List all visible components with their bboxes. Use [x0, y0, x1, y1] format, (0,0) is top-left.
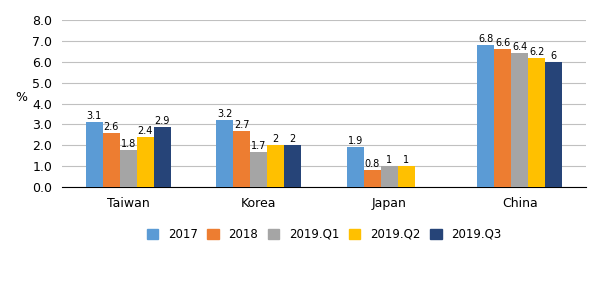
Text: 1.8: 1.8	[120, 139, 136, 148]
Bar	[136, 137, 153, 187]
Text: 1.9: 1.9	[347, 136, 363, 146]
Legend: 2017, 2018, 2019.Q1, 2019.Q2, 2019.Q3: 2017, 2018, 2019.Q1, 2019.Q2, 2019.Q3	[142, 223, 506, 246]
Text: 6.2: 6.2	[529, 47, 545, 57]
Bar	[250, 152, 267, 187]
Y-axis label: %: %	[15, 91, 27, 104]
Text: 2: 2	[290, 134, 296, 144]
Text: 2.9: 2.9	[154, 116, 169, 126]
Text: 6.4: 6.4	[512, 42, 527, 53]
Bar	[103, 133, 120, 187]
Text: 0.8: 0.8	[365, 159, 380, 169]
Text: 2.4: 2.4	[138, 126, 153, 136]
Bar	[120, 150, 136, 187]
Text: 3.2: 3.2	[217, 109, 233, 119]
Text: 6.6: 6.6	[495, 38, 510, 48]
Text: 6.8: 6.8	[478, 34, 493, 44]
Text: 3.1: 3.1	[87, 111, 102, 121]
Text: 2.6: 2.6	[103, 122, 119, 132]
Text: 2: 2	[272, 134, 279, 144]
Text: 1: 1	[403, 155, 409, 165]
Text: 6: 6	[551, 51, 557, 61]
Bar	[347, 148, 364, 187]
Bar	[216, 120, 233, 187]
Bar	[545, 62, 562, 187]
Bar	[267, 145, 284, 187]
Bar	[477, 45, 494, 187]
Bar	[86, 122, 103, 187]
Bar	[364, 171, 380, 187]
Bar	[233, 131, 250, 187]
Bar	[380, 166, 398, 187]
Text: 1: 1	[386, 155, 392, 165]
Bar	[494, 49, 511, 187]
Bar	[398, 166, 415, 187]
Text: 2.7: 2.7	[234, 120, 249, 130]
Bar	[528, 58, 545, 187]
Bar	[511, 53, 528, 187]
Bar	[153, 127, 171, 187]
Text: 1.7: 1.7	[251, 141, 266, 151]
Bar	[284, 145, 301, 187]
